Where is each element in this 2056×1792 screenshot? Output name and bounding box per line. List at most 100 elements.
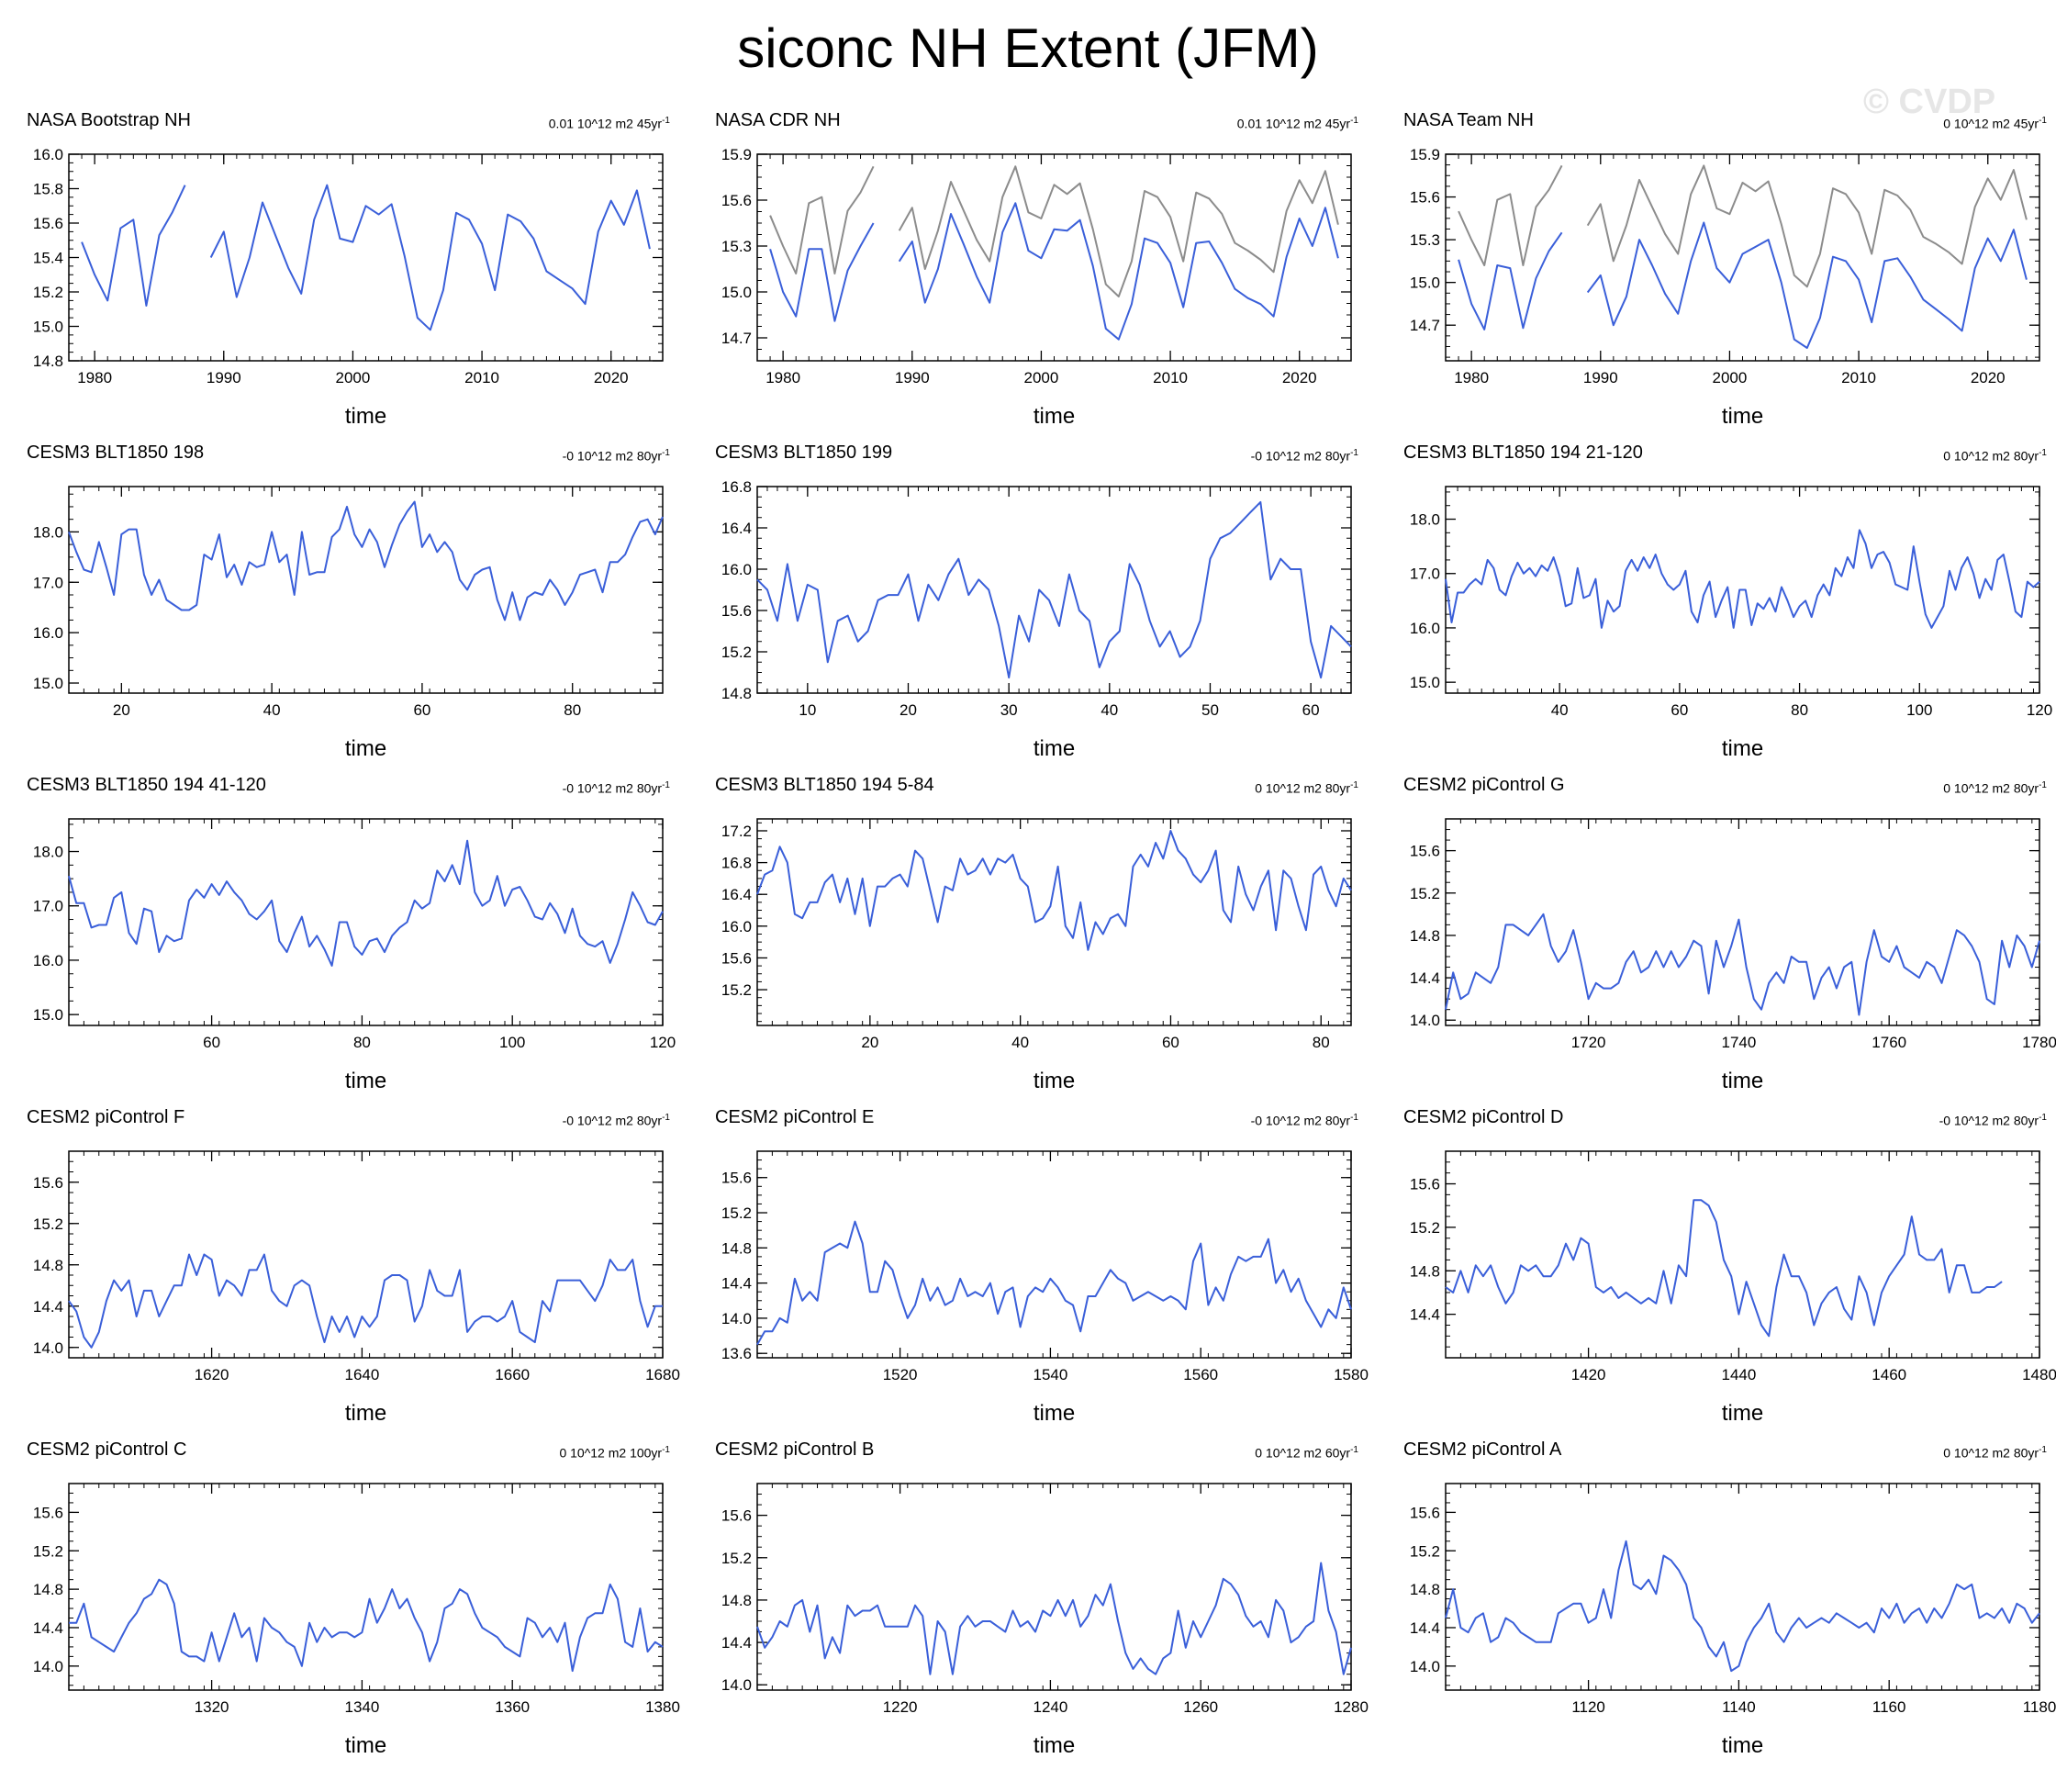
y-tick-label: 14.8	[33, 1257, 63, 1274]
series-line-blue	[81, 184, 651, 331]
plot-frame	[756, 1483, 1352, 1691]
x-tick-label: 1520	[883, 1366, 918, 1383]
series-line-blue	[756, 500, 1352, 679]
trend-stat-exponent: -1	[662, 1445, 670, 1455]
chart-panel: CESM2 piControl D -0 10^12 m2 80yr-1 time 1…	[1391, 1107, 2056, 1438]
x-tick-label: 1460	[1872, 1366, 1906, 1383]
trend-stat: -0 10^12 m2 80yr-1	[1939, 1113, 2047, 1128]
y-tick-label: 15.6	[721, 1170, 752, 1187]
trend-stat: -0 10^12 m2 80yr-1	[563, 448, 670, 464]
trend-stat-exponent: -1	[1350, 116, 1358, 126]
chart-panel: CESM2 piControl C 0 10^12 m2 100yr-1 time 1…	[14, 1439, 698, 1770]
chart-panel: CESM2 piControl A 0 10^12 m2 80yr-1 time 11…	[1391, 1439, 2056, 1770]
x-tick-label: 20	[861, 1034, 878, 1051]
x-tick-label: 60	[1162, 1034, 1179, 1051]
trend-stat-exponent: -1	[1350, 448, 1358, 458]
x-tick-label: 20	[900, 701, 917, 719]
series-line-blue	[756, 1220, 1352, 1346]
trend-stat-text: -0 10^12 m2 80yr	[562, 1113, 663, 1128]
x-tick-label: 1540	[1033, 1366, 1067, 1383]
x-tick-label: 50	[1201, 701, 1219, 719]
trend-stat: -0 10^12 m2 80yr-1	[1251, 448, 1358, 464]
chart-panel: CESM2 piControl G 0 10^12 m2 80yr-1 time 17…	[1391, 775, 2056, 1105]
x-tick-label: 30	[1000, 701, 1018, 719]
y-tick-label: 14.4	[33, 1298, 63, 1316]
chart-plot: 1520 1540 1560 1580 13.6 14.0 14.4 14.8 15.2 15.6	[721, 1150, 1369, 1383]
plot-frame	[1445, 1150, 2040, 1359]
y-tick-label: 15.4	[33, 250, 63, 267]
x-tick-label: 2000	[1713, 369, 1748, 386]
y-tick-label: 15.0	[1410, 274, 1440, 292]
y-tick-label: 16.4	[721, 886, 752, 903]
x-tick-label: 1990	[1583, 369, 1618, 386]
x-tick-label: 1640	[344, 1366, 379, 1383]
x-axis-label: time	[344, 1733, 387, 1758]
y-tick-label: 14.7	[721, 330, 752, 347]
chart-plot: 1720 1740 1760 1780 14.0 14.4 14.8 15.2 15.6	[1410, 818, 2056, 1051]
x-tick-label: 80	[1791, 701, 1808, 719]
y-tick-label: 14.4	[1410, 1619, 1440, 1637]
trend-stat: 0 10^12 m2 80yr-1	[1943, 780, 2047, 796]
trend-stat: -0 10^12 m2 80yr-1	[1251, 1113, 1358, 1128]
y-tick-label: 15.6	[33, 1504, 63, 1521]
panel-title: CESM2 piControl A	[1403, 1439, 1562, 1460]
trend-stat-exponent: -1	[1350, 1445, 1358, 1455]
y-tick-label: 15.6	[721, 602, 752, 620]
x-axis-label: time	[1033, 736, 1076, 761]
y-tick-label: 16.8	[721, 478, 752, 496]
x-tick-label: 2010	[464, 369, 499, 386]
chart-plot: 1420 1440 1460 1480 14.4 14.8 15.2 15.6	[1410, 1150, 2056, 1383]
y-tick-label: 15.0	[33, 1006, 63, 1024]
y-tick-label: 15.2	[1410, 1542, 1440, 1560]
trend-stat-exponent: -1	[1350, 1113, 1358, 1123]
y-tick-label: 17.2	[721, 823, 752, 840]
y-tick-label: 18.0	[33, 844, 63, 861]
plot-frame	[1445, 153, 2040, 362]
figure-title: siconc NH Extent (JFM)	[737, 17, 1319, 79]
series-line-blue	[756, 830, 1352, 951]
series-line-gray	[769, 165, 1339, 297]
x-tick-label: 1280	[1334, 1698, 1369, 1716]
trend-stat: 0.01 10^12 m2 45yr-1	[549, 116, 670, 131]
x-tick-label: 1580	[1334, 1366, 1369, 1383]
y-tick-label: 16.4	[721, 520, 752, 537]
trend-stat-text: -0 10^12 m2 80yr	[562, 448, 663, 464]
y-tick-label: 16.0	[1410, 620, 1440, 637]
x-tick-label: 2000	[336, 369, 371, 386]
x-axis-label: time	[1721, 1401, 1764, 1426]
y-tick-label: 15.0	[1410, 674, 1440, 691]
trend-stat: 0 10^12 m2 45yr-1	[1943, 116, 2047, 131]
series-line-blue	[68, 500, 664, 622]
y-tick-label: 13.6	[721, 1345, 752, 1362]
series-line-blue	[1445, 1540, 2040, 1673]
series-line-blue	[1458, 221, 2028, 349]
trend-stat-text: 0 10^12 m2 45yr	[1943, 116, 2039, 131]
trend-stat-text: 0 10^12 m2 100yr	[559, 1445, 663, 1461]
trend-stat-text: -0 10^12 m2 80yr	[1250, 1113, 1351, 1128]
x-tick-label: 60	[413, 701, 430, 719]
x-axis-label: time	[344, 1401, 387, 1426]
y-tick-label: 17.0	[1410, 566, 1440, 583]
x-tick-label: 1980	[1454, 369, 1489, 386]
y-tick-label: 16.8	[721, 855, 752, 872]
trend-stat-text: 0.01 10^12 m2 45yr	[1236, 116, 1351, 131]
y-tick-label: 15.8	[33, 181, 63, 198]
x-tick-label: 1620	[195, 1366, 229, 1383]
series-line-blue	[68, 839, 664, 967]
panel-title: CESM3 BLT1850 194 41-120	[27, 775, 266, 795]
x-tick-label: 120	[650, 1034, 676, 1051]
y-tick-label: 15.3	[1410, 231, 1440, 249]
y-tick-label: 15.6	[33, 215, 63, 232]
plot-frame	[68, 818, 664, 1026]
x-tick-label: 1990	[895, 369, 930, 386]
chart-plot: 20 40 60 80 15.2 15.6 16.0 16.4 16.8 17.2	[721, 818, 1352, 1051]
x-axis-label: time	[1033, 1401, 1076, 1426]
trend-stat-exponent: -1	[2039, 1445, 2047, 1455]
chart-plot: 1620 1640 1660 1680 14.0 14.4 14.8 15.2 15.6	[33, 1150, 680, 1383]
x-tick-label: 2020	[594, 369, 629, 386]
series-line-gray	[1458, 164, 2028, 288]
chart-plot: 20 40 60 80 15.0 16.0 17.0 18.0	[33, 486, 664, 719]
x-axis-label: time	[1033, 1733, 1076, 1758]
x-tick-label: 1360	[495, 1698, 530, 1716]
chart-panel: CESM3 BLT1850 194 41-120 -0 10^12 m2 80yr…	[14, 775, 698, 1105]
